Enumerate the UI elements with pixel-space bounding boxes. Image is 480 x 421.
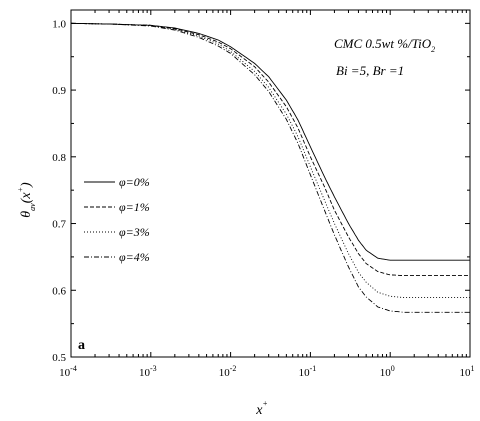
series-line-0 (70, 22, 470, 261)
annotation-material-sub: 2 (431, 45, 435, 54)
x-tick-base: 10 (59, 367, 71, 379)
legend-label-3: φ=4% (119, 250, 150, 264)
x-tick-base: 10 (299, 367, 311, 379)
annotation-material-main: CMC 0.5wt %/TiO (334, 36, 432, 51)
x-tick-exp: -2 (230, 364, 237, 373)
y-axis-title-arg-close: ) (19, 182, 34, 188)
annotation-parameters: Bi =5, Br =1 (336, 63, 404, 78)
y-axis-title-arg-open: (x (19, 192, 34, 204)
panel-label: a (78, 338, 85, 353)
x-axis-title-sup: + (262, 399, 267, 408)
x-tick-label: 10-2 (219, 364, 237, 379)
y-axis: 0.5 0.6 0.7 0.8 0.9 1.0 (52, 18, 470, 364)
annotation-material: CMC 0.5wt %/TiO2 (334, 36, 435, 54)
legend-label-1: φ=1% (119, 200, 150, 214)
legend-label-0: φ=0% (119, 175, 150, 189)
x-tick-base: 10 (380, 367, 392, 379)
x-axis-title-main: x (255, 403, 263, 418)
y-tick-label: 0.5 (52, 352, 66, 364)
x-tick-exp: -3 (150, 364, 157, 373)
x-axis: 10-4 10-3 10-2 10-1 100 101 (59, 10, 475, 379)
y-tick-label: 0.7 (52, 219, 66, 231)
x-tick-label: 10-1 (299, 364, 317, 379)
x-tick-exp: 1 (471, 364, 475, 373)
x-tick-label: 101 (460, 364, 475, 379)
y-axis-title-theta: θ (19, 211, 34, 218)
y-axis-title-sub: av (28, 203, 37, 211)
x-tick-base: 10 (219, 367, 231, 379)
x-tick-label: 100 (380, 364, 395, 379)
x-tick-exp: -4 (70, 364, 77, 373)
x-tick-exp: 0 (391, 364, 395, 373)
x-tick-base: 10 (139, 367, 151, 379)
y-axis-title: θav(x+) (16, 182, 37, 218)
series-line-3 (70, 22, 470, 313)
x-tick-label: 10-3 (139, 364, 157, 379)
x-tick-label: 10-4 (59, 364, 77, 379)
y-tick-label: 1.0 (52, 18, 66, 30)
y-axis-title-arg-sup: + (16, 187, 25, 192)
x-tick-base: 10 (460, 367, 472, 379)
series-line-2 (70, 22, 470, 299)
plot-frame (70, 9, 471, 358)
y-tick-label: 0.8 (52, 152, 66, 164)
x-axis-title: x+ (255, 399, 268, 418)
x-tick-exp: -1 (310, 364, 317, 373)
series-line-1 (70, 22, 470, 277)
legend-label-2: φ=3% (119, 225, 150, 239)
y-tick-label: 0.9 (52, 85, 66, 97)
legend: φ=0% φ=1% φ=3% φ=4% (84, 175, 150, 264)
series-curves (70, 22, 470, 313)
y-tick-label: 0.6 (52, 285, 66, 297)
